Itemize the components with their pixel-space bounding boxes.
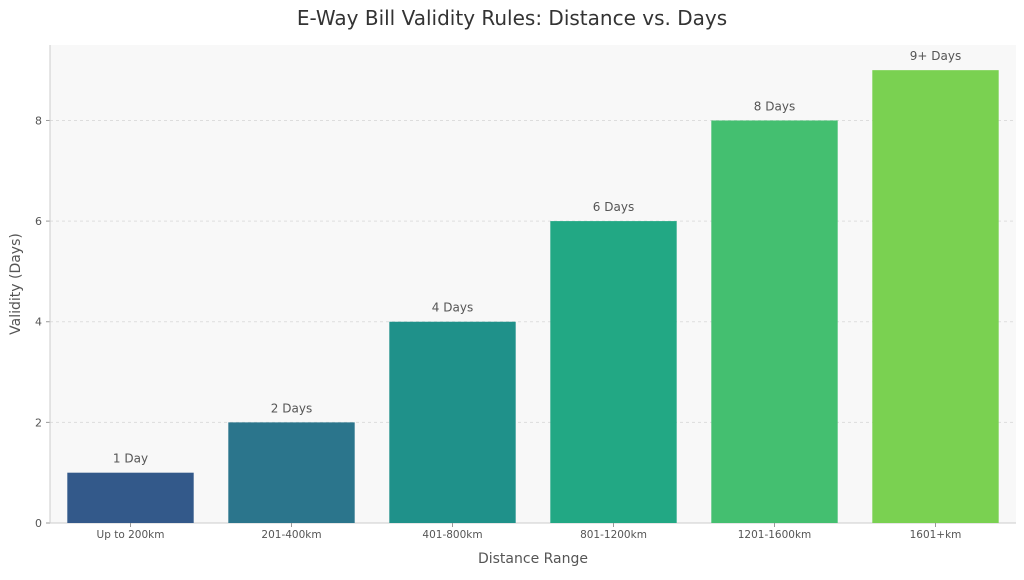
y-tick-label: 0 <box>35 517 42 530</box>
y-axis-label: Validity (Days) <box>8 233 24 335</box>
data-label: 8 Days <box>754 99 795 113</box>
x-axis-label: Distance Range <box>478 551 588 567</box>
y-tick-label: 2 <box>35 416 42 429</box>
bar <box>872 70 999 523</box>
x-tick-label: 801-1200km <box>580 529 647 541</box>
y-tick-label: 4 <box>35 316 42 329</box>
x-tick-label: Up to 200km <box>97 529 165 541</box>
x-tick-label: 201-400km <box>261 529 321 541</box>
x-tick-label: 1601+km <box>910 529 962 541</box>
y-tick-label: 6 <box>35 215 42 228</box>
x-tick-label: 401-800km <box>422 529 482 541</box>
bar <box>228 422 355 523</box>
bar <box>550 221 677 523</box>
data-label: 4 Days <box>432 301 473 315</box>
bar <box>67 472 194 523</box>
data-label: 2 Days <box>271 401 312 415</box>
data-label: 6 Days <box>593 200 634 214</box>
data-label: 9+ Days <box>910 49 961 63</box>
chart-title: E-Way Bill Validity Rules: Distance vs. … <box>296 6 728 30</box>
x-tick-label: 1201-1600km <box>738 529 812 541</box>
plot-area <box>50 45 1016 523</box>
bar <box>711 120 838 523</box>
data-label: 1 Day <box>113 452 148 466</box>
bar <box>389 321 516 523</box>
y-tick-label: 8 <box>35 114 42 127</box>
